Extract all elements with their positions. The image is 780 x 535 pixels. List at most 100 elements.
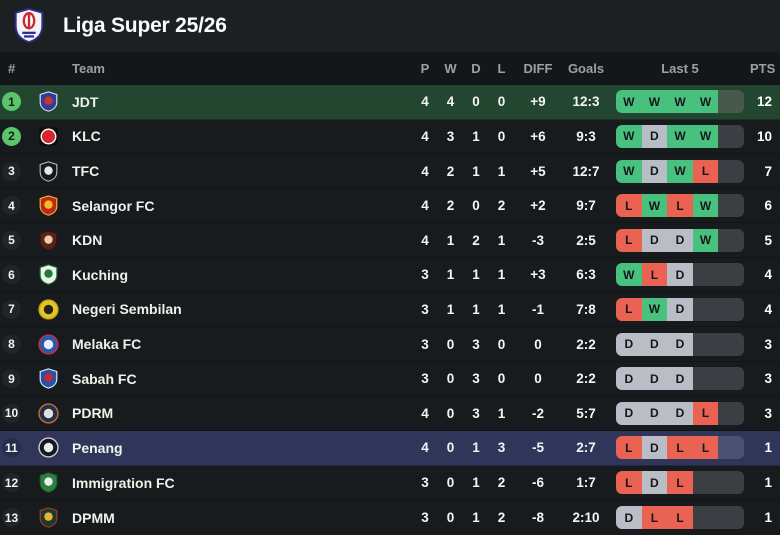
form-result: D — [616, 401, 642, 425]
team-crest-icon — [37, 437, 59, 459]
draws-count: 3 — [472, 336, 480, 352]
team-crest-icon — [38, 264, 59, 286]
position-badge: 2 — [2, 126, 21, 146]
draws-count: 0 — [472, 94, 480, 110]
form-empty-slot — [718, 297, 744, 321]
losses-count: 0 — [497, 94, 506, 110]
position-badge: 4 — [2, 196, 21, 216]
goals-ratio: 6:3 — [576, 267, 596, 283]
draws-count: 3 — [472, 371, 480, 387]
points: 12 — [756, 94, 772, 110]
goals-ratio: 2:2 — [576, 336, 596, 352]
team-name: Selangor FC — [72, 197, 155, 214]
points: 3 — [764, 371, 772, 387]
draws-count: 1 — [472, 301, 480, 317]
goal-diff: -8 — [531, 510, 544, 526]
wins-count: 3 — [446, 128, 455, 144]
form-result: W — [641, 297, 668, 321]
draws-count: 0 — [472, 198, 480, 214]
points: 3 — [764, 405, 772, 421]
column-header-pos: # — [8, 61, 16, 76]
form-empty-slot — [692, 297, 719, 321]
position-badge: 13 — [2, 508, 21, 528]
goal-diff: -1 — [531, 301, 544, 317]
column-header-played: P — [420, 61, 430, 76]
team-crest-icon — [38, 507, 59, 528]
form-empty-slot — [718, 159, 744, 183]
draws-count: 1 — [472, 128, 480, 144]
goal-diff: -2 — [531, 405, 544, 421]
goal-diff: 0 — [534, 371, 542, 387]
team-crest-icon — [38, 195, 59, 216]
form-result: W — [692, 194, 719, 218]
form-empty-slot — [718, 506, 744, 530]
draws-count: 1 — [472, 163, 480, 179]
position-badge: 6 — [2, 265, 21, 285]
form-result: D — [667, 367, 693, 391]
form-empty-slot — [718, 367, 744, 391]
draws-count: 1 — [472, 267, 480, 283]
goals-ratio: 9:7 — [576, 198, 596, 214]
wins-count: 0 — [446, 510, 455, 526]
goals-ratio: 2:5 — [576, 232, 596, 248]
team-crest-icon — [38, 472, 59, 493]
goal-diff: +9 — [530, 94, 546, 110]
form-empty-slot — [692, 471, 719, 494]
wins-count: 2 — [446, 163, 455, 179]
column-header-wins: W — [444, 61, 457, 76]
wins-count: 1 — [446, 232, 455, 248]
played-count: 4 — [421, 232, 429, 248]
points: 4 — [764, 301, 772, 317]
table-header: # Team P W D L DIFF Goals Last 5 PTS — [0, 52, 780, 85]
team-crest-icon — [37, 403, 59, 424]
goal-diff: -6 — [531, 475, 544, 490]
team-crest-icon — [37, 299, 59, 320]
form-empty-slot — [692, 332, 719, 356]
form-result: D — [616, 506, 642, 530]
form-result: L — [667, 471, 693, 494]
form-result: L — [616, 471, 642, 494]
played-count: 3 — [421, 371, 429, 387]
losses-count: 0 — [497, 371, 506, 387]
goal-diff: 0 — [534, 336, 542, 352]
wins-count: 2 — [446, 198, 455, 214]
team-crest-icon — [38, 160, 59, 182]
form-result: W — [641, 90, 668, 114]
position-badge: 10 — [2, 403, 21, 423]
form-empty-slot — [718, 332, 744, 356]
losses-count: 2 — [497, 475, 506, 490]
goal-diff: -3 — [531, 232, 544, 248]
losses-count: 1 — [497, 232, 506, 248]
goal-diff: +3 — [530, 267, 546, 283]
form-result: L — [667, 436, 693, 460]
form-result: L — [692, 436, 719, 460]
form-empty-slot — [718, 90, 744, 114]
losses-count: 0 — [497, 128, 506, 144]
losses-count: 2 — [497, 198, 506, 214]
points: 1 — [764, 440, 772, 456]
form-result: L — [616, 194, 642, 218]
